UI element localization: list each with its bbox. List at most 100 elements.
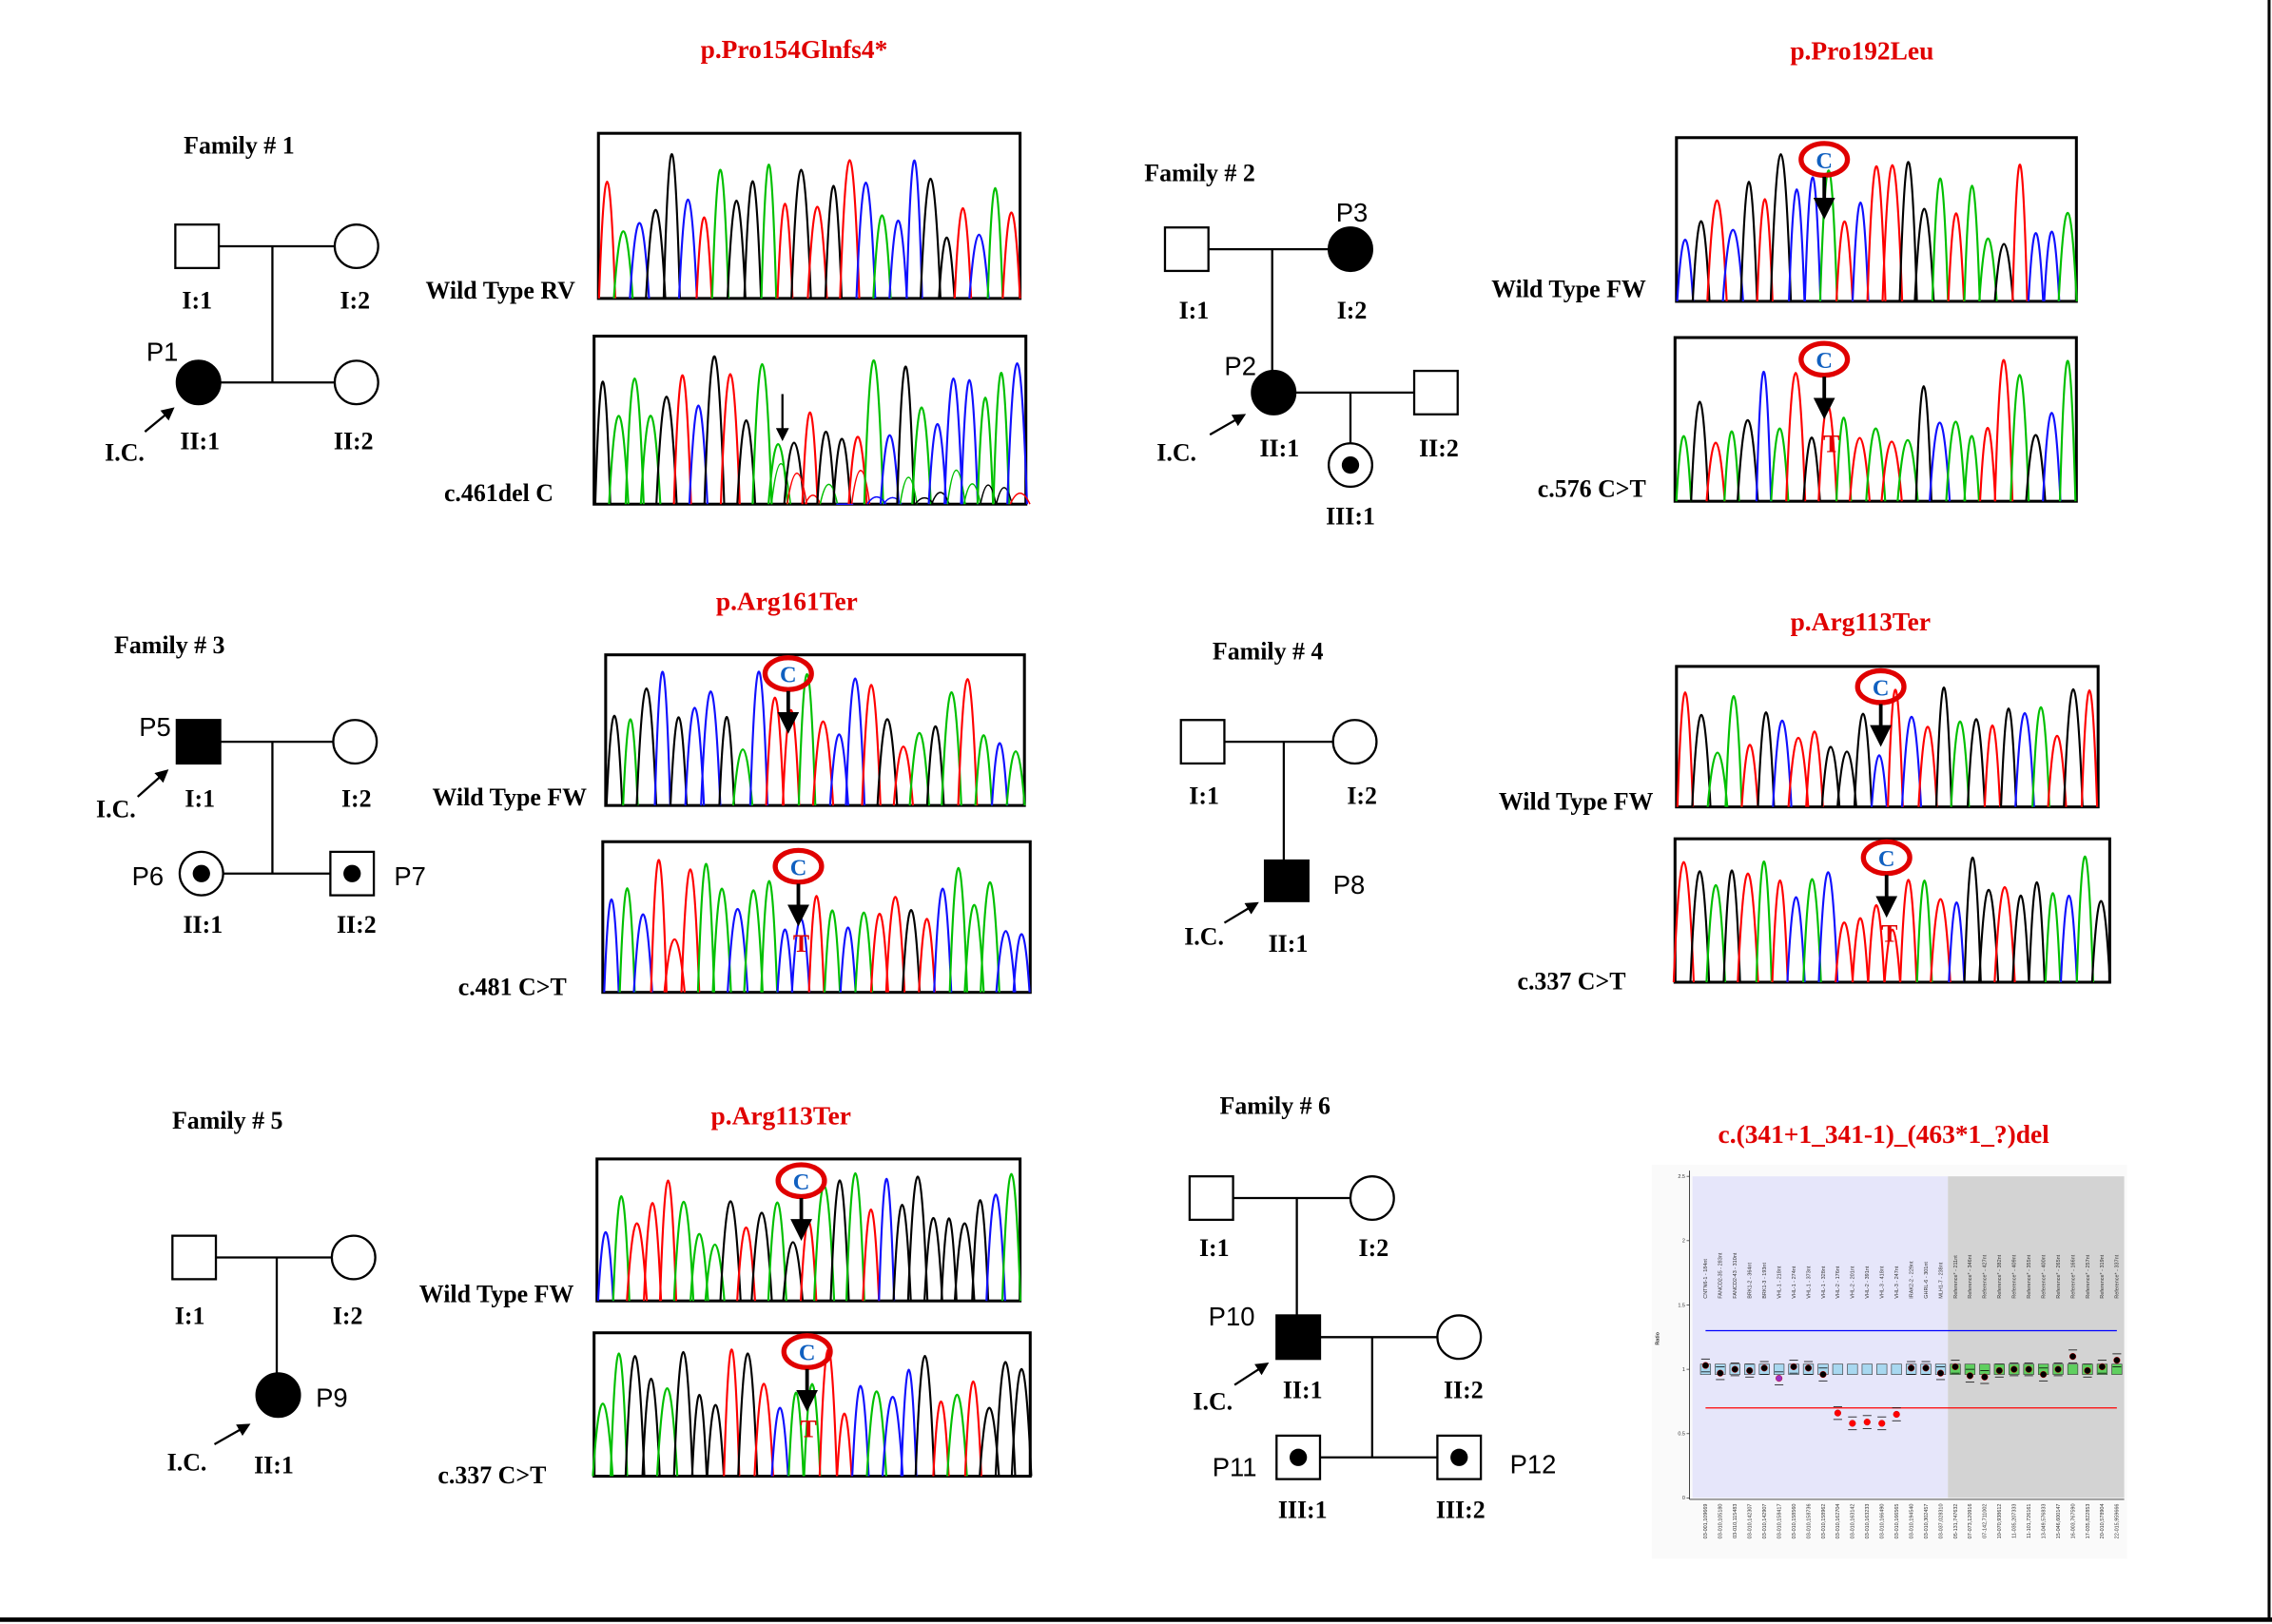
female-unaffected [333, 223, 379, 270]
patient-label: P12 [1510, 1450, 1557, 1479]
trace-peak [878, 1178, 896, 1302]
trace-peak [2025, 434, 2047, 502]
red-ellipse-icon [772, 847, 825, 885]
data-point [1952, 1363, 1959, 1371]
trace-peak [1803, 176, 1822, 301]
trace-peak [948, 867, 968, 993]
probe-label: Reference* - 166nt [2070, 1254, 2076, 1298]
trace-peak [1721, 228, 1744, 302]
family-6: Family # 6 I:1 I:2 II:1 II:2 III:1 III:2… [1188, 1092, 2050, 1524]
arrow-icon [1209, 414, 1247, 436]
trace-peak [1883, 928, 1902, 983]
y-axis-label: Ratio [1656, 1331, 1661, 1344]
red-ellipse-icon [775, 1162, 827, 1200]
wt-label: Wild Type FW [1499, 788, 1654, 816]
mutation-title: p.Pro192Leu [1790, 36, 1933, 65]
trace-peak [767, 443, 789, 505]
male-unaffected [171, 1234, 218, 1281]
mlpa-ratio-chart: Ratio 0 0.5 1 1.5 2 2.5 CNTN6-1 - 184nt 03-001,… [1651, 1164, 2127, 1559]
trace-peak [767, 1201, 787, 1302]
index-case-label: I.C. [1193, 1387, 1233, 1415]
member-label: I:1 [1199, 1234, 1230, 1262]
chromatogram-mutant [601, 840, 1032, 995]
mutation-title: c.(341+1_341-1)_(463*1_?)del [1719, 1120, 2050, 1149]
trace-peak [1755, 860, 1773, 983]
trace-peak [1691, 714, 1712, 807]
trace-peak [1690, 400, 1710, 502]
trace-peak [1851, 917, 1870, 983]
x-tick-label: 17-035,822853 [2086, 1504, 2091, 1539]
trace-peak [770, 1406, 789, 1477]
trace-peak [655, 396, 678, 505]
trace-peak [1993, 242, 2014, 302]
data-point [2113, 1357, 2121, 1364]
trace-peak [1870, 754, 1889, 807]
trace-peak [1005, 750, 1026, 806]
trace-peak [828, 733, 849, 806]
male-unaffected [1412, 369, 1459, 416]
probe-label: FANCD2-43 - 310nt [1733, 1252, 1738, 1299]
trace-peak [1963, 184, 1981, 301]
trace-peak [1756, 198, 1774, 301]
x-tick-label: 05-131,747632 [1953, 1504, 1959, 1539]
member-label: III:2 [1436, 1497, 1486, 1524]
patient-label: P11 [1213, 1453, 1257, 1482]
trace-peak [2044, 892, 2062, 983]
probe-label: Reference* - 265nt [2056, 1254, 2062, 1298]
x-tick-label: 03-010,163233 [1865, 1504, 1871, 1539]
x-tick-label: 03-010,158560 [1792, 1504, 1797, 1539]
chromatogram-wild-type [595, 1157, 1022, 1303]
trace-peak [914, 1355, 936, 1477]
trace-peak [2027, 232, 2045, 301]
member-label: II:1 [1259, 435, 1299, 462]
trace-peak [1675, 435, 1693, 502]
trace-peak [839, 159, 861, 299]
trace-peak [1000, 1172, 1022, 1302]
trace-peak [1740, 744, 1759, 807]
trace-peak [932, 1401, 950, 1477]
trace-peak [953, 1222, 976, 1302]
trace-peak [669, 716, 689, 806]
trace-peak [1757, 711, 1776, 807]
data-point [1746, 1366, 1754, 1375]
trace-peak [1010, 1367, 1033, 1477]
wt-label: Wild Type RV [426, 277, 576, 304]
data-point [1936, 1369, 1945, 1377]
trace-peak [2028, 881, 2046, 983]
female-unaffected [1331, 719, 1378, 765]
trace-peak [1835, 921, 1854, 983]
trace-peak [1899, 879, 1918, 983]
trace-peak [696, 862, 716, 993]
trace-peak [940, 1217, 958, 1302]
wt-base-label: C [780, 663, 797, 688]
trace-peak [892, 1204, 912, 1302]
mutant-base-label: T [1823, 430, 1839, 457]
trace-peak [882, 1396, 904, 1477]
trace-peak [807, 895, 825, 993]
data-point [1922, 1364, 1930, 1372]
female-unaffected [332, 719, 379, 765]
trace-peak [801, 411, 819, 505]
mutation-marker: C [762, 655, 814, 734]
trace-peak [608, 415, 630, 505]
trace-peak [1787, 737, 1810, 807]
trace-peak [1835, 220, 1854, 301]
member-label: II:1 [1283, 1376, 1323, 1403]
red-ellipse-icon [1798, 340, 1851, 378]
trace-peak [925, 725, 945, 806]
chromatogram-wild-type [604, 653, 1026, 807]
trace-peak [776, 928, 794, 993]
trace-peak [658, 1179, 678, 1302]
trace-peak [1012, 933, 1031, 993]
family-5: Family # 5 I:1 I:2 II:1 P9 I.C. p.Arg113… [167, 1101, 1033, 1489]
trace-peak [927, 422, 948, 505]
trace-peak [1851, 202, 1870, 301]
data-point [1863, 1419, 1871, 1426]
wt-base-label: C [1878, 846, 1895, 872]
reference-region [1948, 1176, 2125, 1498]
trace-peak [2011, 164, 2029, 301]
x-tick-label: 13-049,576833 [2041, 1504, 2047, 1539]
chromatogram-frame [1675, 136, 2078, 303]
trace-peak [946, 470, 966, 505]
index-case-label: I.C. [1184, 922, 1224, 950]
